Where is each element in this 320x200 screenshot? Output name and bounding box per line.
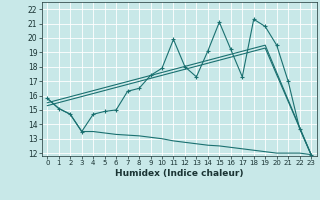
X-axis label: Humidex (Indice chaleur): Humidex (Indice chaleur): [115, 169, 244, 178]
